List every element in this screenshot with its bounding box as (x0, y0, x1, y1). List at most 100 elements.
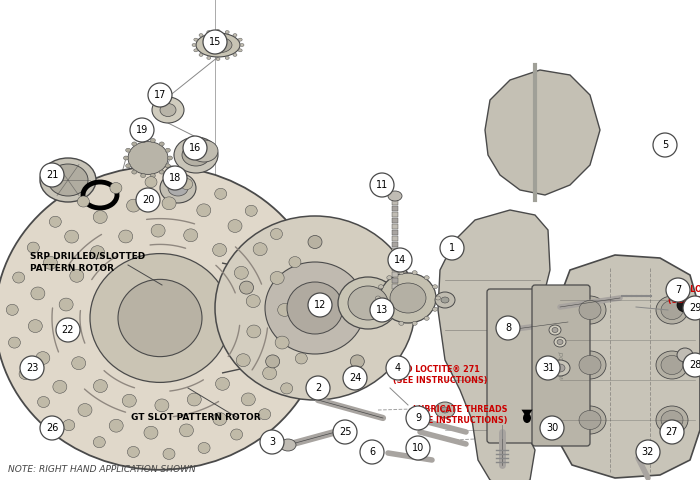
Circle shape (308, 293, 332, 317)
Text: 22: 22 (62, 325, 74, 335)
Circle shape (683, 353, 700, 377)
Ellipse shape (550, 360, 570, 376)
Ellipse shape (280, 439, 296, 451)
Ellipse shape (552, 327, 558, 333)
Text: 26: 26 (46, 423, 58, 433)
Ellipse shape (155, 399, 169, 412)
Ellipse shape (388, 191, 402, 201)
Ellipse shape (213, 412, 227, 425)
Ellipse shape (433, 307, 438, 312)
Ellipse shape (239, 281, 253, 294)
Ellipse shape (574, 296, 606, 324)
Bar (392, 242, 398, 247)
Ellipse shape (165, 164, 170, 168)
Ellipse shape (123, 156, 129, 160)
Ellipse shape (199, 53, 203, 56)
Bar (392, 266, 398, 271)
Ellipse shape (197, 204, 211, 217)
Text: 25: 25 (339, 427, 351, 437)
Ellipse shape (118, 279, 202, 357)
Polygon shape (555, 255, 700, 478)
Circle shape (406, 406, 430, 430)
Bar (392, 248, 398, 253)
Ellipse shape (270, 272, 284, 284)
Ellipse shape (150, 174, 155, 178)
Text: 4: 4 (395, 363, 401, 373)
Ellipse shape (225, 31, 229, 34)
Ellipse shape (194, 38, 198, 41)
Ellipse shape (216, 377, 230, 390)
Ellipse shape (228, 219, 242, 232)
Ellipse shape (375, 296, 381, 300)
Bar (392, 272, 398, 277)
Text: ADD LOCTITE® 271
(SEE INSTRUCTIONS): ADD LOCTITE® 271 (SEE INSTRUCTIONS) (393, 365, 487, 385)
Text: GT SLOT PATTERN ROTOR: GT SLOT PATTERN ROTOR (131, 413, 261, 422)
Ellipse shape (93, 380, 107, 393)
Bar (392, 236, 398, 241)
Ellipse shape (230, 429, 243, 440)
Ellipse shape (215, 216, 415, 400)
Ellipse shape (549, 325, 561, 335)
Ellipse shape (238, 49, 242, 52)
Text: 14: 14 (394, 255, 406, 265)
Ellipse shape (78, 404, 92, 417)
Ellipse shape (433, 285, 438, 288)
Ellipse shape (247, 325, 261, 338)
Ellipse shape (13, 272, 25, 283)
Bar (392, 206, 398, 211)
Ellipse shape (350, 355, 364, 368)
Ellipse shape (661, 300, 683, 320)
Ellipse shape (246, 295, 260, 308)
Text: wilwood: wilwood (558, 351, 564, 379)
Ellipse shape (213, 243, 227, 256)
Ellipse shape (179, 424, 193, 437)
Ellipse shape (435, 402, 455, 418)
Ellipse shape (216, 29, 220, 33)
Text: 13: 13 (376, 305, 388, 315)
Text: 12: 12 (314, 300, 326, 310)
Ellipse shape (132, 170, 136, 174)
Polygon shape (485, 70, 600, 195)
Ellipse shape (159, 170, 164, 174)
Ellipse shape (64, 230, 78, 243)
Ellipse shape (198, 443, 210, 454)
Ellipse shape (579, 410, 601, 430)
Text: 19: 19 (136, 125, 148, 135)
Ellipse shape (127, 446, 139, 457)
Circle shape (653, 133, 677, 157)
Ellipse shape (240, 44, 244, 47)
Ellipse shape (245, 205, 257, 216)
Ellipse shape (656, 406, 688, 434)
Ellipse shape (140, 152, 156, 165)
Ellipse shape (183, 229, 197, 242)
Ellipse shape (78, 196, 90, 207)
Text: 16: 16 (189, 143, 201, 153)
Ellipse shape (308, 236, 322, 249)
Text: 1: 1 (449, 243, 455, 253)
Ellipse shape (144, 426, 158, 439)
Text: SRP DRILLED/SLOTTED
PATTERN ROTOR: SRP DRILLED/SLOTTED PATTERN ROTOR (30, 251, 146, 273)
Bar (392, 284, 398, 289)
Circle shape (148, 83, 172, 107)
Ellipse shape (181, 179, 192, 190)
Ellipse shape (435, 292, 455, 308)
Ellipse shape (27, 242, 39, 253)
Ellipse shape (38, 396, 50, 408)
Ellipse shape (199, 34, 203, 36)
Ellipse shape (574, 351, 606, 379)
Ellipse shape (412, 321, 417, 325)
Circle shape (40, 416, 64, 440)
Ellipse shape (377, 281, 391, 294)
Ellipse shape (424, 316, 429, 320)
Ellipse shape (281, 383, 293, 394)
Circle shape (343, 366, 367, 390)
Ellipse shape (122, 394, 136, 407)
Ellipse shape (109, 419, 123, 432)
Ellipse shape (523, 413, 531, 423)
Ellipse shape (424, 276, 429, 280)
Circle shape (203, 30, 227, 54)
Ellipse shape (225, 57, 229, 60)
Ellipse shape (53, 380, 67, 393)
Ellipse shape (93, 211, 107, 224)
Circle shape (163, 166, 187, 190)
